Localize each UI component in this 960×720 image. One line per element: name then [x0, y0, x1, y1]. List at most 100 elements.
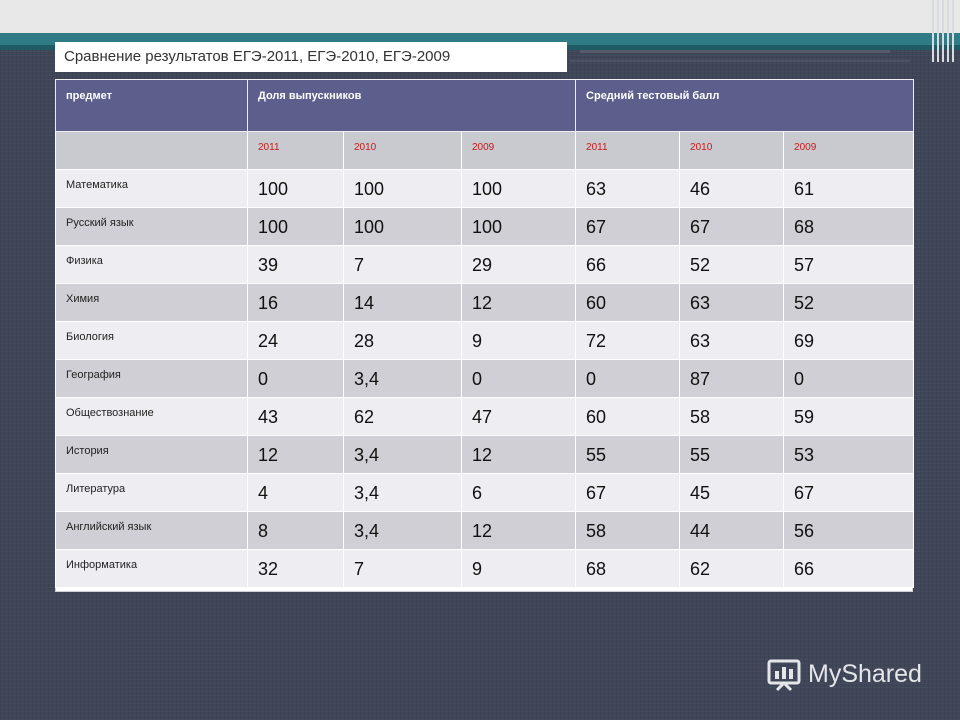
- year-cell: 2011: [575, 131, 681, 170]
- value-cell: 12: [460, 435, 577, 474]
- value-cell: 45: [679, 473, 785, 512]
- decorative-lines: [932, 0, 956, 62]
- subject-cell: Информатика: [55, 549, 248, 588]
- subject-cell: Биология: [55, 321, 248, 360]
- value-cell: 100: [343, 169, 462, 208]
- subject-cell: Русский язык: [55, 207, 248, 246]
- value-cell: 32: [247, 549, 344, 588]
- slide-title: Сравнение результатов ЕГЭ-2011, ЕГЭ-2010…: [64, 48, 451, 65]
- value-cell: 63: [679, 283, 785, 322]
- results-table: предмет Доля выпускников Средний тестовы…: [55, 79, 915, 588]
- value-cell: 72: [575, 321, 681, 360]
- title-box: [55, 42, 567, 72]
- value-cell: 58: [575, 511, 681, 550]
- value-cell: 9: [460, 321, 577, 360]
- value-cell: 61: [783, 169, 915, 208]
- table-row: Обществознание 43 62 47 60 58 59: [55, 397, 915, 436]
- value-cell: 67: [575, 473, 681, 512]
- value-cell: 87: [679, 359, 785, 398]
- year-cell: 2010: [679, 131, 785, 170]
- value-cell: 7: [343, 245, 462, 284]
- value-cell: 100: [460, 207, 577, 246]
- table-row: Химия 16 14 12 60 63 52: [55, 283, 915, 322]
- year-cell: 2009: [783, 131, 915, 170]
- value-cell: 60: [575, 283, 681, 322]
- value-cell: 12: [460, 511, 577, 550]
- subject-cell: Обществознание: [55, 397, 248, 436]
- value-cell: 28: [343, 321, 462, 360]
- subject-cell: Английский язык: [55, 511, 248, 550]
- value-cell: 39: [247, 245, 344, 284]
- table-row: География 0 3,4 0 0 87 0: [55, 359, 915, 398]
- value-cell: 58: [679, 397, 785, 436]
- value-cell: 3,4: [343, 511, 462, 550]
- value-cell: 67: [679, 207, 785, 246]
- value-cell: 0: [247, 359, 344, 398]
- table-header-row: предмет Доля выпускников Средний тестовы…: [55, 79, 915, 132]
- value-cell: 62: [343, 397, 462, 436]
- value-cell: 52: [783, 283, 915, 322]
- header-subject: предмет: [55, 79, 248, 132]
- table-row: Физика 39 7 29 66 52 57: [55, 245, 915, 284]
- value-cell: 44: [679, 511, 785, 550]
- value-cell: 100: [247, 207, 344, 246]
- year-cell: 2010: [343, 131, 462, 170]
- value-cell: 16: [247, 283, 344, 322]
- value-cell: 14: [343, 283, 462, 322]
- value-cell: 66: [575, 245, 681, 284]
- value-cell: 12: [247, 435, 344, 474]
- subject-cell: История: [55, 435, 248, 474]
- value-cell: 67: [783, 473, 915, 512]
- value-cell: 59: [783, 397, 915, 436]
- value-cell: 100: [247, 169, 344, 208]
- value-cell: 57: [783, 245, 915, 284]
- value-cell: 55: [575, 435, 681, 474]
- value-cell: 47: [460, 397, 577, 436]
- value-cell: 63: [575, 169, 681, 208]
- table-row: Биология 24 28 9 72 63 69: [55, 321, 915, 360]
- value-cell: 56: [783, 511, 915, 550]
- year-cell: 2009: [460, 131, 577, 170]
- value-cell: 3,4: [343, 435, 462, 474]
- subject-cell: Математика: [55, 169, 248, 208]
- subject-cell: Литература: [55, 473, 248, 512]
- value-cell: 24: [247, 321, 344, 360]
- presentation-icon: [766, 656, 802, 692]
- value-cell: 0: [575, 359, 681, 398]
- table-row: Информатика 32 7 9 68 62 66: [55, 549, 915, 588]
- value-cell: 0: [783, 359, 915, 398]
- value-cell: 62: [679, 549, 785, 588]
- table-row: Математика 100 100 100 63 46 61: [55, 169, 915, 208]
- value-cell: 100: [460, 169, 577, 208]
- top-strip: [0, 0, 960, 33]
- watermark-text: MyShared: [808, 659, 922, 688]
- value-cell: 68: [575, 549, 681, 588]
- subject-cell: Химия: [55, 283, 248, 322]
- title-rule: [580, 50, 890, 53]
- title-rule-secondary: [570, 60, 910, 62]
- header-share: Доля выпускников: [246, 79, 577, 132]
- value-cell: 29: [460, 245, 577, 284]
- value-cell: 43: [247, 397, 344, 436]
- value-cell: 55: [679, 435, 785, 474]
- value-cell: 4: [247, 473, 344, 512]
- value-cell: 46: [679, 169, 785, 208]
- value-cell: 63: [679, 321, 785, 360]
- table-row: История 12 3,4 12 55 55 53: [55, 435, 915, 474]
- value-cell: 52: [679, 245, 785, 284]
- value-cell: 100: [343, 207, 462, 246]
- subject-cell: Физика: [55, 245, 248, 284]
- value-cell: 6: [460, 473, 577, 512]
- value-cell: 53: [783, 435, 915, 474]
- subject-cell: География: [55, 359, 248, 398]
- year-cell: 2011: [247, 131, 344, 170]
- years-row: 2011 2010 2009 2011 2010 2009: [55, 131, 915, 170]
- value-cell: 66: [783, 549, 915, 588]
- value-cell: 3,4: [343, 473, 462, 512]
- value-cell: 67: [575, 207, 681, 246]
- table-row: Русский язык 100 100 100 67 67 68: [55, 207, 915, 246]
- table-row: Литература 4 3,4 6 67 45 67: [55, 473, 915, 512]
- watermark-logo: MyShared: [766, 654, 922, 694]
- years-row-blank: [55, 131, 248, 170]
- table-row: Английский язык 8 3,4 12 58 44 56: [55, 511, 915, 550]
